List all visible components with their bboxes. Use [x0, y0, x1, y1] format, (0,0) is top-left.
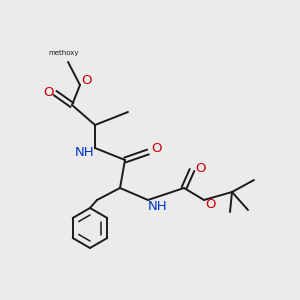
- Text: O: O: [82, 74, 92, 86]
- Text: O: O: [205, 199, 215, 212]
- Text: O: O: [151, 142, 161, 154]
- Text: NH: NH: [148, 200, 168, 212]
- Text: O: O: [195, 161, 205, 175]
- Text: methoxy: methoxy: [49, 50, 79, 56]
- Text: NH: NH: [75, 146, 95, 158]
- Text: O: O: [43, 85, 53, 98]
